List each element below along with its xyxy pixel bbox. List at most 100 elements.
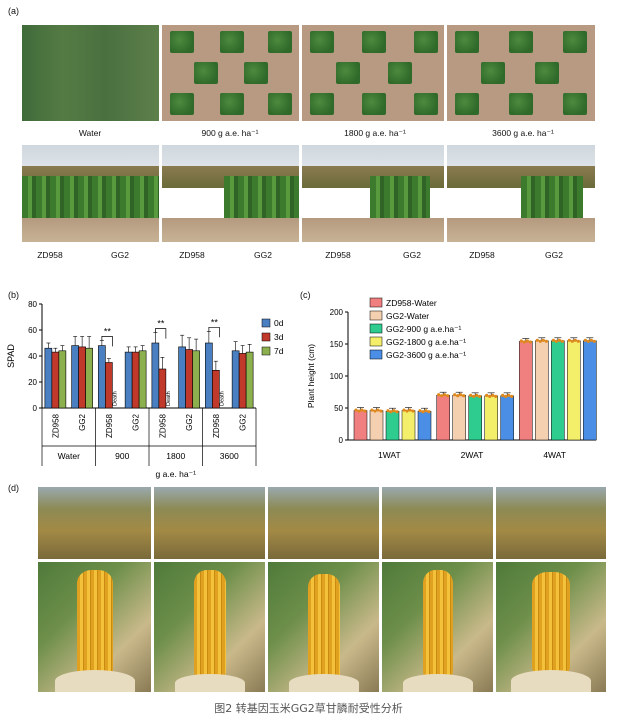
data-dot xyxy=(535,338,539,342)
data-dot xyxy=(560,339,564,343)
data-dot xyxy=(443,393,447,397)
significance-bracket xyxy=(155,328,167,339)
data-dot xyxy=(586,339,590,343)
corn-ear-photo-3 xyxy=(268,562,379,692)
bar-3d xyxy=(158,368,167,409)
panel-c-label: (c) xyxy=(300,290,311,300)
data-dot xyxy=(456,394,460,398)
x-tick-label: GG2 xyxy=(78,413,87,430)
data-dot xyxy=(501,393,505,397)
data-dot xyxy=(360,408,364,412)
data-dot xyxy=(551,338,555,342)
bar-3d xyxy=(78,346,86,409)
data-dot xyxy=(446,394,450,398)
y-tick-label: 60 xyxy=(28,326,37,335)
data-dot xyxy=(459,393,463,397)
field-caption-left-1: ZD958 xyxy=(37,250,63,260)
legend-swatch-ZD958-Water xyxy=(369,297,383,308)
x-tick-label: ZD958 xyxy=(158,413,167,438)
x-axis-label: g a.e. ha⁻¹ xyxy=(156,469,197,479)
aerial-caption-1800: 1800 g a.e. ha⁻¹ xyxy=(344,128,406,138)
data-dot xyxy=(478,394,482,398)
bar-GG2-3600 g a.e.ha⁻¹ xyxy=(417,410,432,441)
data-dot xyxy=(392,409,396,413)
data-dot xyxy=(370,408,374,412)
bar-ZD958-Water xyxy=(436,394,450,441)
legend-label-GG2-3600 g a.e.ha⁻¹: GG2-3600 g a.e.ha⁻¹ xyxy=(386,350,466,360)
figure-caption: 图2 转基因玉米GG2草甘膦耐受性分析 xyxy=(214,702,403,715)
data-dot xyxy=(544,339,548,343)
data-dot xyxy=(421,410,425,414)
data-dot xyxy=(408,408,412,412)
corn-field-photo-1 xyxy=(38,487,151,559)
x-tick-label: GG2 xyxy=(132,413,141,430)
data-dot xyxy=(462,394,466,398)
data-dot xyxy=(386,409,390,413)
aerial-caption-water: Water xyxy=(78,128,102,138)
data-dot xyxy=(576,339,580,343)
corn-field-photo-4 xyxy=(382,487,493,559)
significance-label: ** xyxy=(157,319,165,329)
corn-ear-photo-2 xyxy=(154,562,265,692)
data-dot xyxy=(411,409,415,413)
bar-GG2-900 g a.e.ha⁻¹ xyxy=(468,395,482,441)
bar-3d xyxy=(105,362,113,409)
x-tick-label: 2WAT xyxy=(461,450,484,460)
bar-3d xyxy=(185,349,193,409)
bar-3d xyxy=(51,351,60,409)
data-dot xyxy=(405,409,409,413)
x-tick-label: ZD958 xyxy=(212,413,221,438)
field-caption-right-1: GG2 xyxy=(111,250,129,260)
data-dot xyxy=(379,409,383,413)
legend-label-GG2-Water: GG2-Water xyxy=(386,311,429,321)
y-tick-label: 0 xyxy=(339,436,344,445)
legend-swatch-7d xyxy=(261,346,271,356)
data-dot xyxy=(485,393,489,397)
data-dot xyxy=(363,409,367,413)
legend-label-0d: 0d xyxy=(274,318,284,328)
data-dot xyxy=(357,409,361,413)
legend-label-GG2-1800 g a.e.ha⁻¹: GG2-1800 g a.e.ha⁻¹ xyxy=(386,337,466,347)
significance-label: ** xyxy=(104,326,112,336)
y-tick-label: 80 xyxy=(28,300,37,309)
bar-GG2-900 g a.e.ha⁻¹ xyxy=(385,410,400,441)
group-label: 1800 xyxy=(166,451,185,461)
bar-3d xyxy=(131,351,140,409)
data-dot xyxy=(570,339,574,343)
y-axis-label: Plant height (cm) xyxy=(306,344,316,408)
significance-bracket xyxy=(101,336,113,347)
bar-GG2-3600 g a.e.ha⁻¹ xyxy=(500,395,514,441)
aerial-photo-water xyxy=(22,25,159,121)
corn-ear-photo-1 xyxy=(38,562,151,692)
bar-0d xyxy=(98,345,106,409)
data-dot xyxy=(475,393,479,397)
death-label: Death xyxy=(219,391,225,406)
data-dot xyxy=(418,409,422,413)
bar-GG2-1800 g a.e.ha⁻¹ xyxy=(567,340,581,441)
bar-7d xyxy=(58,350,67,409)
y-tick-label: 200 xyxy=(330,308,344,317)
bar-GG2-Water xyxy=(369,410,384,441)
field-caption-left-2: ZD958 xyxy=(179,250,205,260)
death-label: Death xyxy=(166,391,172,406)
bar-GG2-1800 g a.e.ha⁻¹ xyxy=(401,410,416,441)
legend-swatch-GG2-900 g a.e.ha⁻¹ xyxy=(369,323,383,334)
data-dot xyxy=(510,394,514,398)
data-dot xyxy=(376,408,380,412)
y-tick-label: 50 xyxy=(334,404,343,413)
group-label: 900 xyxy=(115,451,129,461)
legend-swatch-GG2-Water xyxy=(369,310,383,321)
legend-swatch-GG2-3600 g a.e.ha⁻¹ xyxy=(369,349,383,360)
bar-GG2-900 g a.e.ha⁻¹ xyxy=(551,340,565,441)
data-dot xyxy=(389,410,393,414)
bar-7d xyxy=(138,350,147,409)
bar-7d xyxy=(85,347,93,409)
data-dot xyxy=(507,393,511,397)
corn-field-photo-5 xyxy=(496,487,606,559)
bar-0d xyxy=(231,350,240,409)
bar-GG2-1800 g a.e.ha⁻¹ xyxy=(484,395,498,441)
bar-7d xyxy=(192,350,200,409)
panel-b-label: (b) xyxy=(8,290,19,300)
x-tick-label: ZD958 xyxy=(105,413,114,438)
bar-ZD958-Water xyxy=(353,410,368,441)
